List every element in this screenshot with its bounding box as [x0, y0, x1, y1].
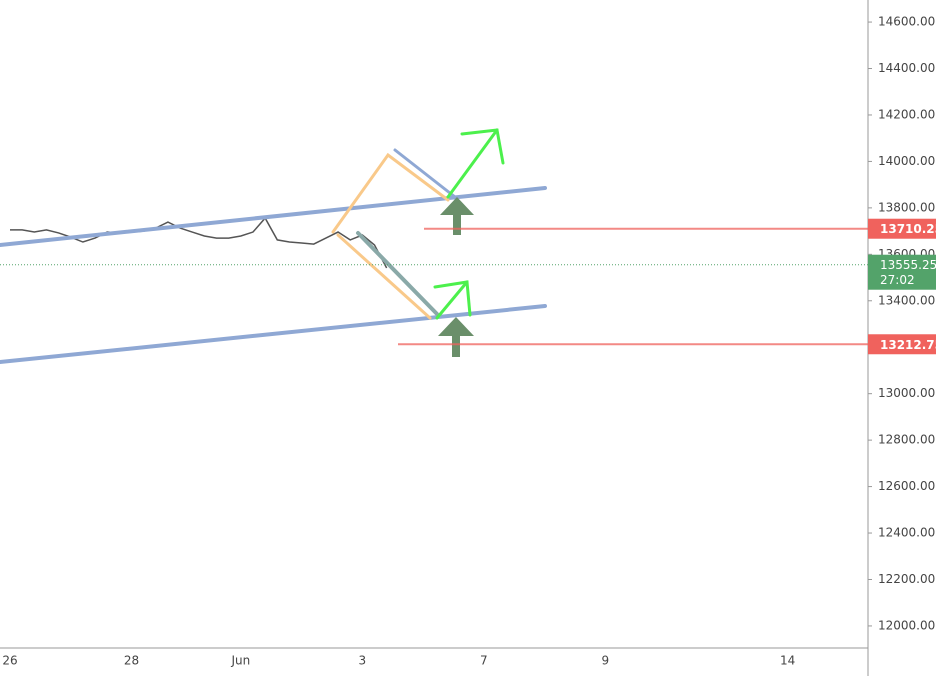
arrow-head [433, 280, 472, 317]
y-tick-label: 13000.00 [878, 386, 935, 400]
arrow [446, 128, 499, 199]
projection-path [356, 231, 439, 316]
x-tick-label: 28 [124, 654, 139, 668]
level-label: 13710.25 [880, 222, 936, 236]
y-tick-label: 14600.00 [878, 15, 935, 29]
y-tick-label: 14200.00 [878, 107, 935, 121]
arrow-head [460, 128, 505, 165]
level-label-box [868, 334, 936, 355]
y-tick-label: 13400.00 [878, 293, 935, 307]
y-tick-label: 13800.00 [878, 200, 935, 214]
y-tick-label: 12600.00 [878, 479, 935, 493]
lower-trendline [0, 304, 547, 364]
y-tick-label: 12200.00 [878, 572, 935, 586]
projection-path [331, 152, 450, 234]
x-tick-label: Jun [230, 654, 250, 668]
x-tick-label: 9 [602, 654, 610, 668]
y-tick-label: 14000.00 [878, 154, 935, 168]
projection-path [336, 233, 432, 320]
level-label: 13212.75 [880, 338, 936, 352]
level-label-box [868, 218, 936, 239]
y-tick-label: 12000.00 [878, 618, 935, 632]
last-price-label: 13555.25 [880, 258, 936, 272]
up-arrow [440, 197, 474, 235]
x-tick-label: 3 [359, 654, 367, 668]
y-tick-label: 12400.00 [878, 526, 935, 540]
x-tick-label: 7 [480, 654, 488, 668]
y-tick-label: 14400.00 [878, 61, 935, 75]
projection-path [393, 148, 457, 199]
arrow [435, 280, 469, 320]
x-tick-label: 26 [2, 654, 17, 668]
up-arrow [438, 317, 474, 357]
x-tick-label: 14 [780, 654, 795, 668]
y-tick-label: 12800.00 [878, 433, 935, 447]
last-price-box [868, 254, 936, 290]
countdown: 27:02 [880, 273, 915, 287]
drawings [0, 128, 547, 364]
